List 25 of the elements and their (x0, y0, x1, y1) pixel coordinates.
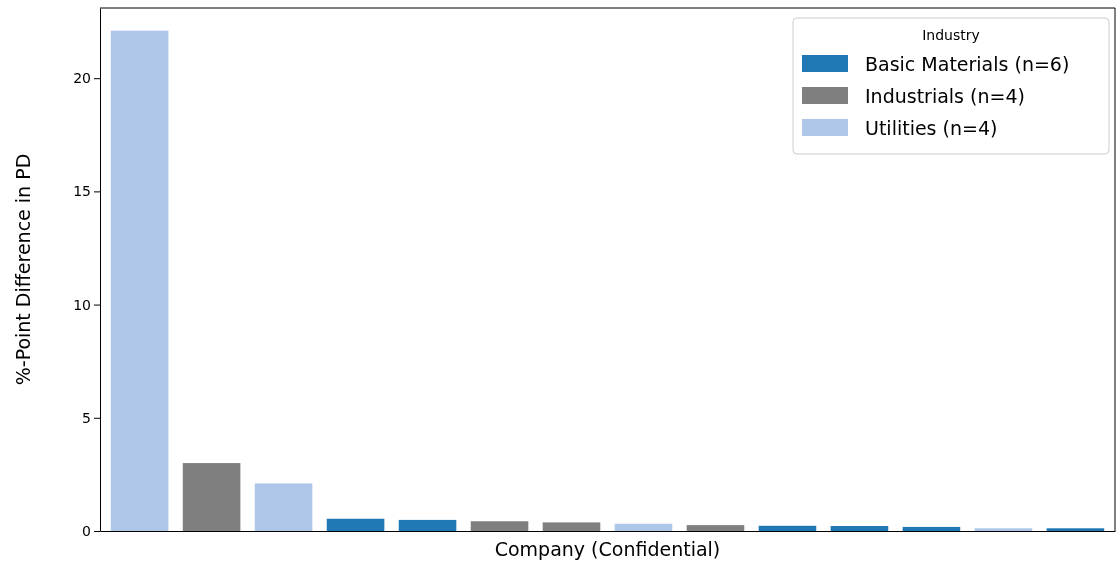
bar (110, 30, 169, 531)
bar (830, 526, 889, 531)
legend-label: Utilities (n=4) (865, 117, 998, 139)
bar (902, 526, 961, 531)
y-axis-title: %-Point Difference in PD (12, 153, 34, 386)
y-tick-label: 20 (73, 70, 91, 87)
bar (1046, 528, 1105, 531)
legend-title: Industry (922, 27, 980, 43)
bar (254, 483, 313, 531)
legend-label: Basic Materials (n=6) (865, 53, 1070, 75)
legend-label: Industrials (n=4) (865, 85, 1025, 107)
bar (758, 525, 817, 531)
x-axis-title: Company (Confidential) (494, 538, 721, 560)
y-tick-label: 0 (82, 522, 91, 539)
y-tick-label: 15 (73, 183, 91, 200)
bar (470, 521, 529, 531)
bar (182, 463, 241, 531)
bar (686, 525, 745, 531)
bar (398, 519, 457, 531)
y-tick-label: 10 (73, 296, 91, 313)
bar (542, 522, 601, 531)
bar (614, 523, 673, 531)
bar (974, 528, 1033, 531)
bar (326, 518, 385, 531)
y-tick-label: 5 (82, 409, 91, 426)
